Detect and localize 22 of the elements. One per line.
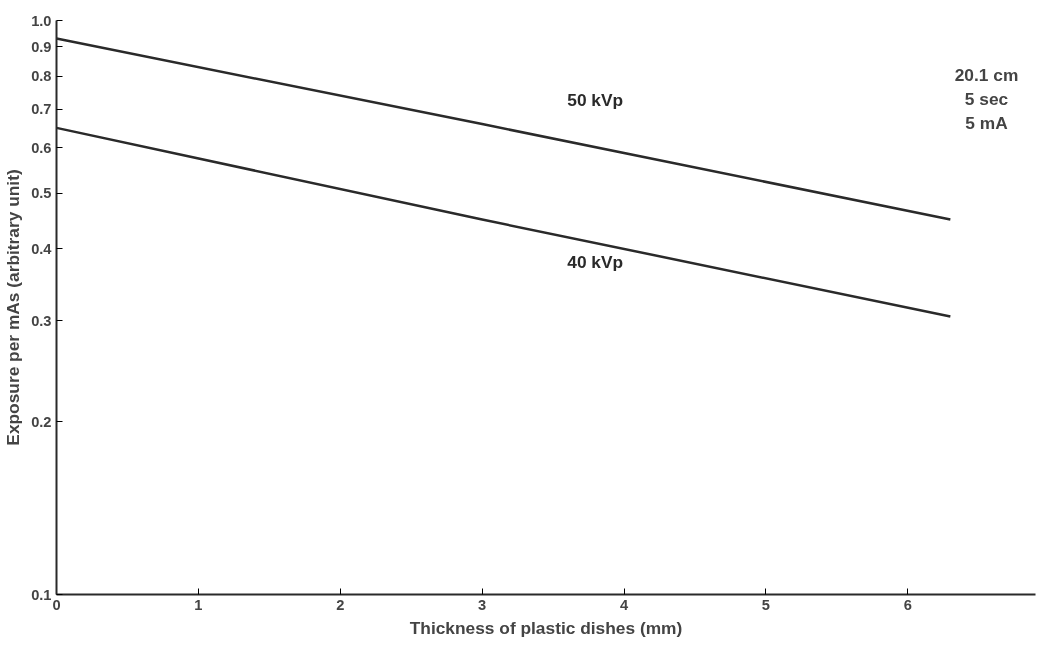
y-tick-label: 0.3	[31, 312, 52, 329]
y-tick-label: 0.5	[31, 185, 52, 202]
y-tick-label: 1.0	[31, 12, 52, 29]
y-tick-label: 0.7	[31, 101, 52, 118]
y-axis-title: Exposure per mAs (arbitrary unit)	[3, 169, 24, 446]
y-tick-label: 0.1	[31, 586, 52, 603]
series-label: 50 kVp	[567, 90, 624, 111]
x-tick-label: 6	[903, 596, 912, 613]
series-label: 40 kVp	[567, 251, 624, 272]
x-tick-label: 0	[52, 596, 61, 613]
annotation: 20.1 cm 5 sec 5 mA	[954, 64, 1019, 133]
x-tick-label: 5	[761, 596, 770, 613]
y-tick-label: 0.2	[31, 413, 52, 430]
x-tick-label: 1	[194, 596, 203, 613]
y-tick-label: 0.4	[31, 240, 53, 257]
x-tick-label: 4	[619, 596, 629, 613]
y-tick-label: 0.8	[31, 68, 52, 85]
x-tick-label: 2	[336, 596, 345, 613]
y-tick-label: 0.9	[31, 38, 52, 55]
x-tick-label: 3	[478, 596, 487, 613]
y-tick-label: 0.6	[31, 139, 52, 156]
x-axis-title: Thickness of plastic dishes (mm)	[409, 617, 683, 638]
